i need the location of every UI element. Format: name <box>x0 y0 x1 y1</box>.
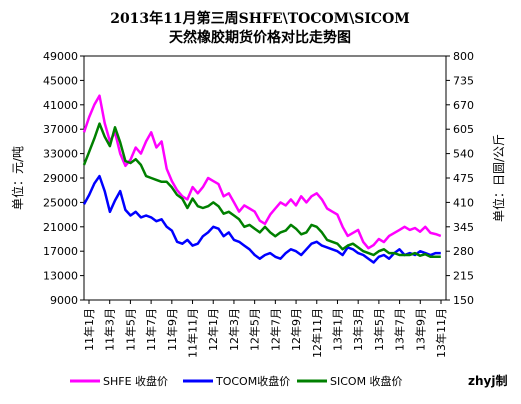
x-axis-ticks: 11年1月 11年3月 11年5月 11年7月 11年9月 11年11月 12年1月 12年3… <box>82 300 448 358</box>
x-tick-label: 13年1月 <box>330 308 344 351</box>
left-tick-label: 49000 <box>43 50 78 63</box>
x-tick-label: 12年7月 <box>268 308 282 351</box>
left-tick-label: 13000 <box>43 270 78 283</box>
x-tick-label: 11年5月 <box>123 308 137 351</box>
series-line-0 <box>82 94 442 250</box>
left-tick-label: 25000 <box>43 196 78 209</box>
right-tick-label: 410 <box>453 196 474 209</box>
left-tick-label: 33000 <box>43 148 78 161</box>
right-tick-label: 150 <box>453 294 474 307</box>
x-tick-label: 13年9月 <box>413 308 427 351</box>
series-line-1 <box>82 174 441 264</box>
series-line-2 <box>82 122 441 259</box>
plot-area <box>83 55 447 301</box>
x-tick-label: 13年7月 <box>393 308 407 351</box>
right-y-axis-title: 单位：日圆/公斤 <box>491 134 506 222</box>
legend-label-1: TOCOM收盘价 <box>215 374 290 388</box>
left-y-axis-title: 单位：元/吨 <box>10 146 25 210</box>
right-tick-label: 735 <box>453 74 474 87</box>
x-tick-label: 12年9月 <box>289 308 303 351</box>
x-tick-label: 13年5月 <box>372 308 386 351</box>
right-tick-label: 670 <box>453 99 474 112</box>
chart-title-line-1: 2013年11月第三周SHFE\TOCOM\SICOM <box>110 10 410 27</box>
right-tick-label: 800 <box>453 50 474 63</box>
legend: SHFE 收盘价 TOCOM收盘价 SICOM 收盘价 <box>70 374 403 388</box>
x-tick-label: 12年11月 <box>310 308 324 358</box>
x-tick-label: 13年3月 <box>351 308 365 351</box>
right-tick-label: 605 <box>453 123 474 136</box>
x-tick-label: 11年7月 <box>144 308 158 351</box>
x-tick-label: 12年5月 <box>248 308 262 351</box>
left-tick-label: 45000 <box>43 74 78 87</box>
x-tick-label: 12年1月 <box>206 308 220 351</box>
left-tick-label: 41000 <box>43 99 78 112</box>
right-tick-label: 475 <box>453 172 474 185</box>
x-tick-label: 11年9月 <box>165 308 179 351</box>
left-tick-label: 29000 <box>43 172 78 185</box>
plot-frame <box>83 55 447 301</box>
right-tick-label: 280 <box>453 245 474 258</box>
chart-credit: zhyj制 <box>468 373 507 388</box>
right-tick-label: 345 <box>453 221 474 234</box>
legend-label-2: SICOM 收盘价 <box>330 374 403 388</box>
x-tick-label: 13年11月 <box>434 308 448 358</box>
x-tick-label: 11年1月 <box>82 308 96 351</box>
chart-title-line-2: 天然橡胶期货价格对比走势图 <box>169 29 351 46</box>
x-tick-label: 11年3月 <box>103 308 117 351</box>
left-tick-label: 17000 <box>43 245 78 258</box>
right-tick-label: 540 <box>453 148 474 161</box>
series-lines <box>82 94 442 264</box>
x-tick-label: 12年3月 <box>227 308 241 351</box>
right-y-axis-ticks: 150 215 280 345 410 475 540 605 670 735 800 <box>446 50 474 307</box>
left-tick-label: 21000 <box>43 221 78 234</box>
left-tick-label: 9000 <box>50 294 78 307</box>
left-y-axis-ticks: 9000 13000 17000 21000 25000 29000 33000 37000 4… <box>43 50 84 307</box>
left-tick-label: 37000 <box>43 123 78 136</box>
right-tick-label: 215 <box>453 270 474 283</box>
legend-label-0: SHFE 收盘价 <box>103 374 168 388</box>
x-tick-label: 11年11月 <box>186 308 200 358</box>
